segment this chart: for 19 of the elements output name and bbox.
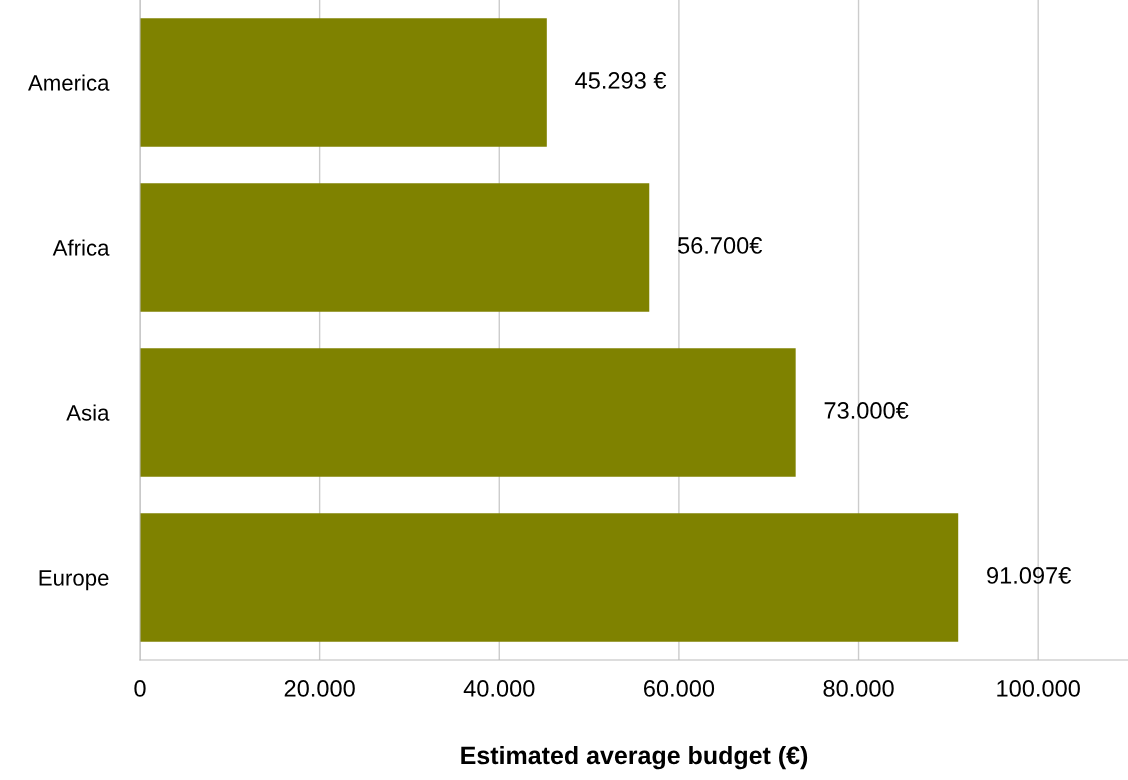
x-tick-label: 40.000 — [463, 680, 535, 697]
x-tick-label: 0 — [134, 680, 146, 697]
x-tick-label: 100.000 — [997, 680, 1080, 697]
x-axis-title: Estimated average budget (€) — [461, 745, 808, 770]
data-label: 45.293 € — [575, 72, 667, 89]
data-label: 73.000€ — [824, 402, 909, 419]
x-tick-label: 20.000 — [284, 680, 355, 697]
data-label: 91.097€ — [987, 567, 1072, 584]
x-tick-label: 80.000 — [823, 680, 894, 697]
bar — [140, 183, 650, 312]
bar — [140, 513, 959, 642]
bar — [140, 18, 547, 147]
data-label: 56.700€ — [677, 237, 763, 254]
x-tick-label: 60.000 — [644, 680, 715, 697]
y-tick-label: Africa — [52, 239, 110, 256]
y-tick-label: America — [27, 74, 110, 91]
bar — [140, 348, 796, 477]
y-tick-label: Europe — [39, 570, 109, 591]
y-tick-label: Asia — [66, 404, 110, 421]
